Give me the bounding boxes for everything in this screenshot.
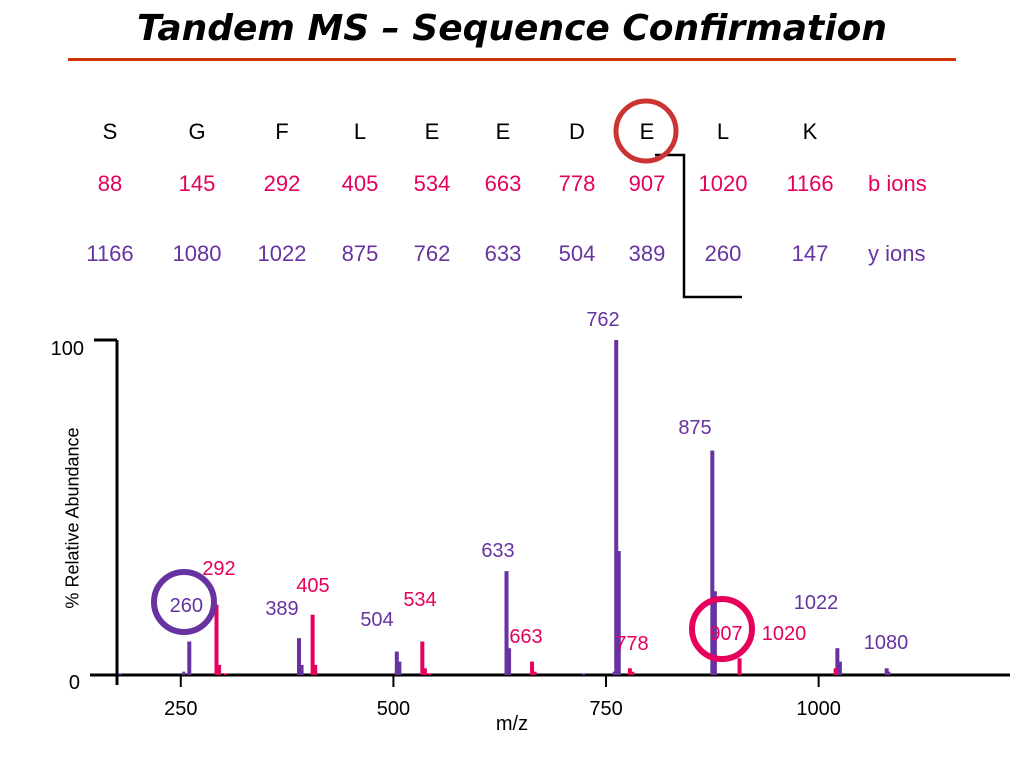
minor-peak — [838, 661, 842, 675]
b-ion-value: 663 — [484, 171, 522, 196]
minor-peak — [887, 671, 891, 675]
b-ion-value: 534 — [413, 171, 451, 196]
peak-label-663: 663 — [509, 626, 542, 648]
highlight-circle-260 — [151, 569, 217, 635]
minor-peak — [118, 673, 122, 675]
residue: E — [424, 119, 440, 144]
slide-title: Tandem MS – Sequence Confirmation — [137, 8, 887, 49]
y-tick-label-100: 100 — [51, 338, 84, 360]
peak-label-1022: 1022 — [794, 592, 839, 614]
peak-663 — [530, 661, 535, 675]
x-tick-label: 250 — [164, 698, 197, 720]
b-ion-value: 778 — [558, 171, 596, 196]
peak-label-1020: 1020 — [762, 623, 807, 645]
b-ion-value: 1166 — [786, 171, 834, 196]
peak-label-633: 633 — [481, 540, 514, 562]
peak-1020 — [833, 668, 838, 675]
residue: D — [569, 119, 585, 144]
minor-peak — [533, 671, 537, 675]
residue: K — [802, 119, 818, 144]
residue: L — [716, 119, 730, 144]
residue: S — [102, 119, 118, 144]
title-underline — [68, 58, 956, 61]
b-ion-value: 1020 — [698, 171, 748, 196]
b-ion-value: 88 — [97, 171, 123, 196]
b-ion-value: 145 — [178, 171, 216, 196]
peak-292 — [214, 604, 219, 675]
y-axis-label: % Relative Abundance — [62, 427, 83, 609]
peak-504 — [394, 651, 399, 675]
peak-label-907: 907 — [709, 623, 742, 645]
residue: F — [275, 119, 289, 144]
peak-534 — [420, 641, 425, 675]
peak-label-778: 778 — [615, 633, 648, 655]
highlight-circle-residue — [613, 98, 679, 164]
minor-peak — [631, 671, 635, 675]
peak-label-292: 292 — [202, 558, 235, 580]
residue: L — [353, 119, 367, 144]
peak-label-1080: 1080 — [864, 632, 909, 654]
y-ion-value: 260 — [704, 241, 742, 266]
y-ion-value: 147 — [791, 241, 829, 266]
minor-peak — [617, 551, 621, 675]
y-ion-value: 504 — [558, 241, 596, 266]
y-tick-label-0: 0 — [69, 672, 80, 694]
minor-peak — [508, 648, 512, 675]
peak-label-534: 534 — [403, 589, 436, 611]
y-ion-value: 1166 — [86, 241, 134, 266]
x-tick-label: 500 — [377, 698, 410, 720]
minor-peak — [428, 673, 432, 675]
peak-405 — [310, 614, 315, 675]
highlight-circle-907 — [689, 596, 755, 662]
residue: E — [639, 119, 655, 144]
b-ion-value: 907 — [628, 171, 666, 196]
b-ions-label: b ions — [868, 171, 927, 196]
peak-1022 — [835, 648, 840, 675]
peak-label-260: 260 — [170, 595, 203, 617]
minor-peak — [224, 673, 228, 675]
peak-1080 — [884, 668, 889, 675]
residue: E — [495, 119, 511, 144]
peak-label-504: 504 — [360, 609, 393, 631]
y-ion-row: y ions 1166 1080 1022 875 762 633 504 389 260 147 — [0, 240, 1024, 270]
peak-260 — [187, 641, 192, 675]
y-ion-value: 1080 — [172, 241, 222, 266]
minor-peak — [300, 664, 304, 675]
b-ion-row: b ions 88 145 292 405 534 663 778 907 1020 1166 — [0, 170, 1024, 200]
peak-label-762: 762 — [586, 309, 619, 331]
y-ions-label: y ions — [868, 241, 926, 266]
minor-peak — [398, 661, 402, 675]
b-ion-value: 292 — [263, 171, 301, 196]
minor-peak — [423, 668, 427, 675]
peak-907 — [737, 658, 742, 675]
y-ion-value: 875 — [341, 241, 379, 266]
y-ion-value: 1022 — [257, 241, 307, 266]
minor-peak — [713, 591, 717, 675]
minor-peak — [582, 673, 586, 675]
cleavage-marker — [655, 153, 742, 299]
x-tick-label: 750 — [589, 698, 622, 720]
b-ion-value: 405 — [341, 171, 379, 196]
x-axis-label: m/z — [496, 713, 528, 735]
minor-peak — [314, 664, 318, 675]
peak-778 — [627, 668, 632, 675]
residue: G — [188, 119, 206, 144]
minor-peak — [612, 671, 616, 675]
peak-label-389: 389 — [265, 598, 298, 620]
peak-label-405: 405 — [296, 575, 329, 597]
peak-label-875: 875 — [678, 417, 711, 439]
minor-peak — [218, 664, 222, 675]
y-ion-value: 762 — [413, 241, 451, 266]
minor-peak — [182, 671, 186, 675]
y-ion-value: 633 — [484, 241, 522, 266]
x-tick-label: 1000 — [796, 698, 841, 720]
peak-875 — [710, 450, 715, 675]
peak-389 — [297, 638, 302, 675]
y-ion-value: 389 — [628, 241, 666, 266]
peak-633 — [504, 571, 509, 675]
peak-762 — [614, 340, 619, 675]
